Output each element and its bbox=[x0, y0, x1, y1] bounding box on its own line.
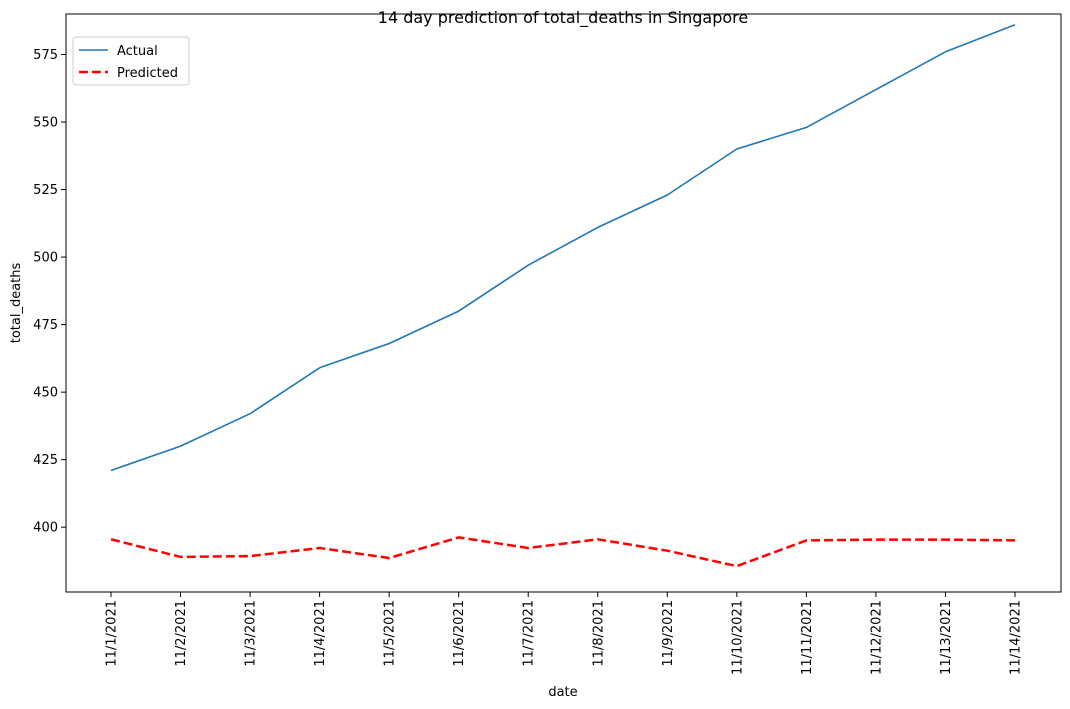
legend: Actual Predicted bbox=[72, 36, 190, 86]
x-tick-label: 11/3/2021 bbox=[244, 600, 259, 667]
x-tick-label: 11/13/2021 bbox=[939, 600, 954, 675]
x-tick-label: 11/4/2021 bbox=[313, 600, 328, 667]
series-line-actual bbox=[110, 24, 1016, 472]
x-tick-label: 11/12/2021 bbox=[869, 600, 884, 675]
x-tick-label: 11/5/2021 bbox=[383, 600, 398, 667]
legend-predicted-label: Predicted bbox=[117, 66, 178, 81]
y-tick-label: 575 bbox=[33, 48, 58, 63]
x-tick-label: 11/6/2021 bbox=[452, 600, 467, 667]
x-tick-label: 11/2/2021 bbox=[174, 600, 189, 667]
y-tick-label: 450 bbox=[33, 386, 58, 401]
x-axis: 11/1/2021 11/2/2021 11/3/2021 11/4/2021 11/5… bbox=[105, 592, 1024, 675]
x-tick-label: 11/14/2021 bbox=[1009, 600, 1024, 675]
y-tick-label: 400 bbox=[33, 521, 58, 536]
chart-title: 14 day prediction of total_deaths in Sin… bbox=[378, 8, 748, 28]
y-tick-label: 500 bbox=[33, 251, 58, 266]
y-axis: 400 425 450 475 500 525 550 575 bbox=[33, 48, 66, 536]
y-axis-label: total_deaths bbox=[9, 263, 24, 344]
x-axis-label: date bbox=[548, 685, 577, 700]
y-tick-label: 475 bbox=[33, 318, 58, 333]
y-tick-label: 525 bbox=[33, 183, 58, 198]
y-tick-label: 550 bbox=[33, 116, 58, 131]
series-line-predicted bbox=[110, 536, 1016, 568]
x-tick-label: 11/10/2021 bbox=[730, 600, 745, 675]
series-layer bbox=[110, 24, 1016, 568]
plot-area bbox=[65, 13, 1062, 593]
legend-box bbox=[72, 36, 190, 86]
x-tick-label: 11/9/2021 bbox=[661, 600, 676, 667]
legend-actual-label: Actual bbox=[117, 44, 158, 59]
x-tick-label: 11/8/2021 bbox=[591, 600, 606, 667]
x-tick-label: 11/11/2021 bbox=[800, 600, 815, 675]
x-tick-label: 11/7/2021 bbox=[522, 600, 537, 667]
y-tick-label: 425 bbox=[33, 453, 58, 468]
x-tick-label: 11/1/2021 bbox=[105, 600, 120, 667]
